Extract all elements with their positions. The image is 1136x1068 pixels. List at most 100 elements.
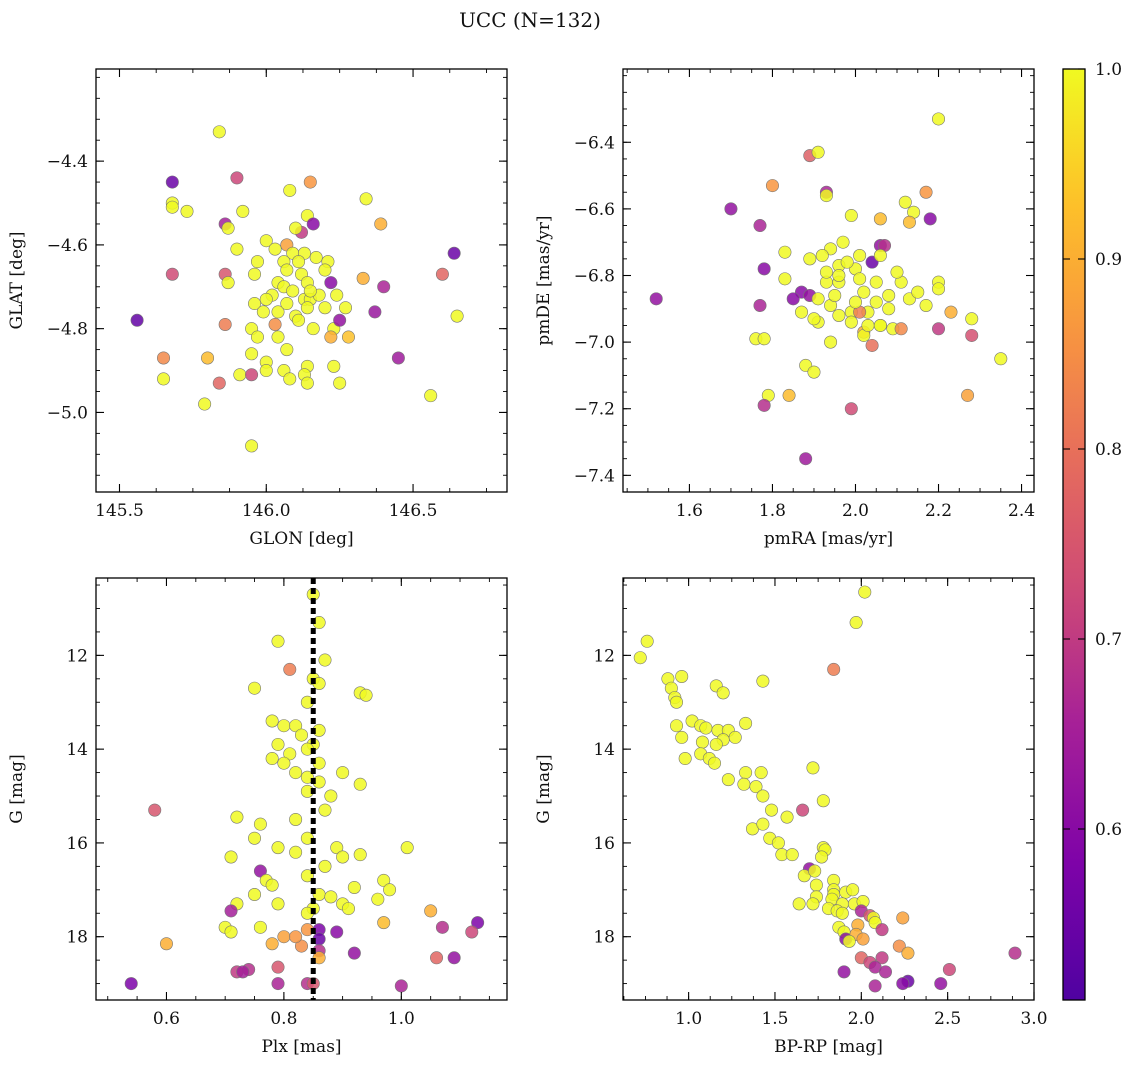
data-point bbox=[724, 202, 738, 216]
data-point bbox=[271, 330, 285, 344]
data-point bbox=[471, 916, 485, 930]
data-point bbox=[721, 773, 735, 787]
data-point bbox=[165, 267, 179, 281]
data-point bbox=[294, 939, 308, 953]
x-tick-label: 2.4 bbox=[1008, 501, 1035, 521]
scatter-points bbox=[633, 585, 1022, 993]
data-point bbox=[130, 313, 144, 327]
data-point bbox=[256, 305, 270, 319]
y-tick-label: 12 bbox=[66, 646, 88, 666]
data-point bbox=[271, 634, 285, 648]
data-point bbox=[816, 794, 830, 808]
data-point bbox=[309, 250, 323, 264]
plot-frame bbox=[95, 577, 508, 1001]
data-point bbox=[857, 285, 871, 299]
data-point bbox=[824, 335, 838, 349]
data-point bbox=[198, 397, 212, 411]
data-point bbox=[678, 752, 692, 766]
data-point bbox=[835, 906, 849, 920]
data-point bbox=[786, 292, 800, 306]
x-tick-label: 1.0 bbox=[675, 1009, 702, 1029]
data-point bbox=[844, 315, 858, 329]
data-point bbox=[778, 245, 792, 259]
y-tick-label: −4.4 bbox=[47, 152, 88, 172]
data-point bbox=[965, 312, 979, 326]
data-point bbox=[756, 817, 770, 831]
data-point bbox=[289, 719, 303, 733]
x-axis-label: GLON [deg] bbox=[249, 529, 353, 549]
data-point bbox=[327, 359, 341, 373]
data-point bbox=[265, 937, 279, 951]
data-point bbox=[253, 817, 267, 831]
data-point bbox=[271, 305, 285, 319]
data-point bbox=[853, 272, 867, 286]
figure-title: UCC (N=132) bbox=[459, 8, 601, 32]
data-point bbox=[318, 859, 332, 873]
data-point bbox=[303, 284, 317, 298]
data-point bbox=[324, 276, 338, 290]
x-tick-label: 146.0 bbox=[242, 501, 291, 521]
data-point bbox=[739, 716, 753, 730]
data-point bbox=[919, 298, 933, 312]
data-point bbox=[965, 328, 979, 342]
x-tick-label: 3.0 bbox=[1020, 1009, 1047, 1029]
data-point bbox=[283, 183, 297, 197]
data-point bbox=[756, 789, 770, 803]
data-point bbox=[450, 309, 464, 323]
data-point bbox=[333, 313, 347, 327]
data-point bbox=[300, 301, 314, 315]
scatter-points bbox=[124, 587, 485, 993]
data-point bbox=[853, 249, 867, 263]
colorbar-tick-label: 0.7 bbox=[1095, 630, 1122, 650]
data-point bbox=[869, 275, 883, 289]
data-point bbox=[265, 752, 279, 766]
data-point bbox=[795, 305, 809, 319]
data-point bbox=[280, 343, 294, 357]
data-point bbox=[819, 265, 833, 279]
data-point bbox=[873, 212, 887, 226]
data-point bbox=[336, 850, 350, 864]
data-point bbox=[670, 695, 684, 709]
data-point bbox=[159, 937, 173, 951]
data-point bbox=[849, 616, 863, 630]
colorbar-tick-label: 0.9 bbox=[1095, 250, 1122, 270]
data-point bbox=[792, 897, 806, 911]
data-point bbox=[292, 313, 306, 327]
data-point bbox=[923, 212, 937, 226]
data-point bbox=[259, 234, 273, 248]
data-point bbox=[892, 939, 906, 953]
data-point bbox=[283, 372, 297, 386]
y-tick-label: 16 bbox=[593, 834, 615, 854]
data-point bbox=[330, 288, 344, 302]
data-point bbox=[165, 200, 179, 214]
data-point bbox=[894, 322, 908, 336]
data-point bbox=[728, 730, 742, 744]
data-point bbox=[858, 585, 872, 599]
data-point bbox=[882, 302, 896, 316]
data-point bbox=[374, 217, 388, 231]
colorbar-tick-label: 1.0 bbox=[1095, 60, 1122, 80]
data-point bbox=[224, 850, 238, 864]
data-point bbox=[359, 192, 373, 206]
data-point bbox=[716, 686, 730, 700]
data-point bbox=[828, 288, 842, 302]
data-point bbox=[265, 878, 279, 892]
data-point bbox=[749, 780, 763, 794]
data-point bbox=[811, 292, 825, 306]
data-point bbox=[259, 292, 273, 306]
data-point bbox=[245, 347, 259, 361]
data-point bbox=[709, 737, 723, 751]
data-point bbox=[318, 653, 332, 667]
y-tick-label: 14 bbox=[593, 740, 615, 760]
data-point bbox=[695, 735, 709, 749]
y-tick-label: −6.6 bbox=[574, 200, 615, 220]
data-point bbox=[259, 364, 273, 378]
x-tick-label: 1.0 bbox=[388, 1009, 415, 1029]
data-point bbox=[303, 175, 317, 189]
data-point bbox=[840, 255, 854, 269]
data-point bbox=[283, 747, 297, 761]
data-point bbox=[324, 789, 338, 803]
data-point bbox=[212, 125, 226, 139]
data-point bbox=[230, 810, 244, 824]
data-point bbox=[165, 175, 179, 189]
